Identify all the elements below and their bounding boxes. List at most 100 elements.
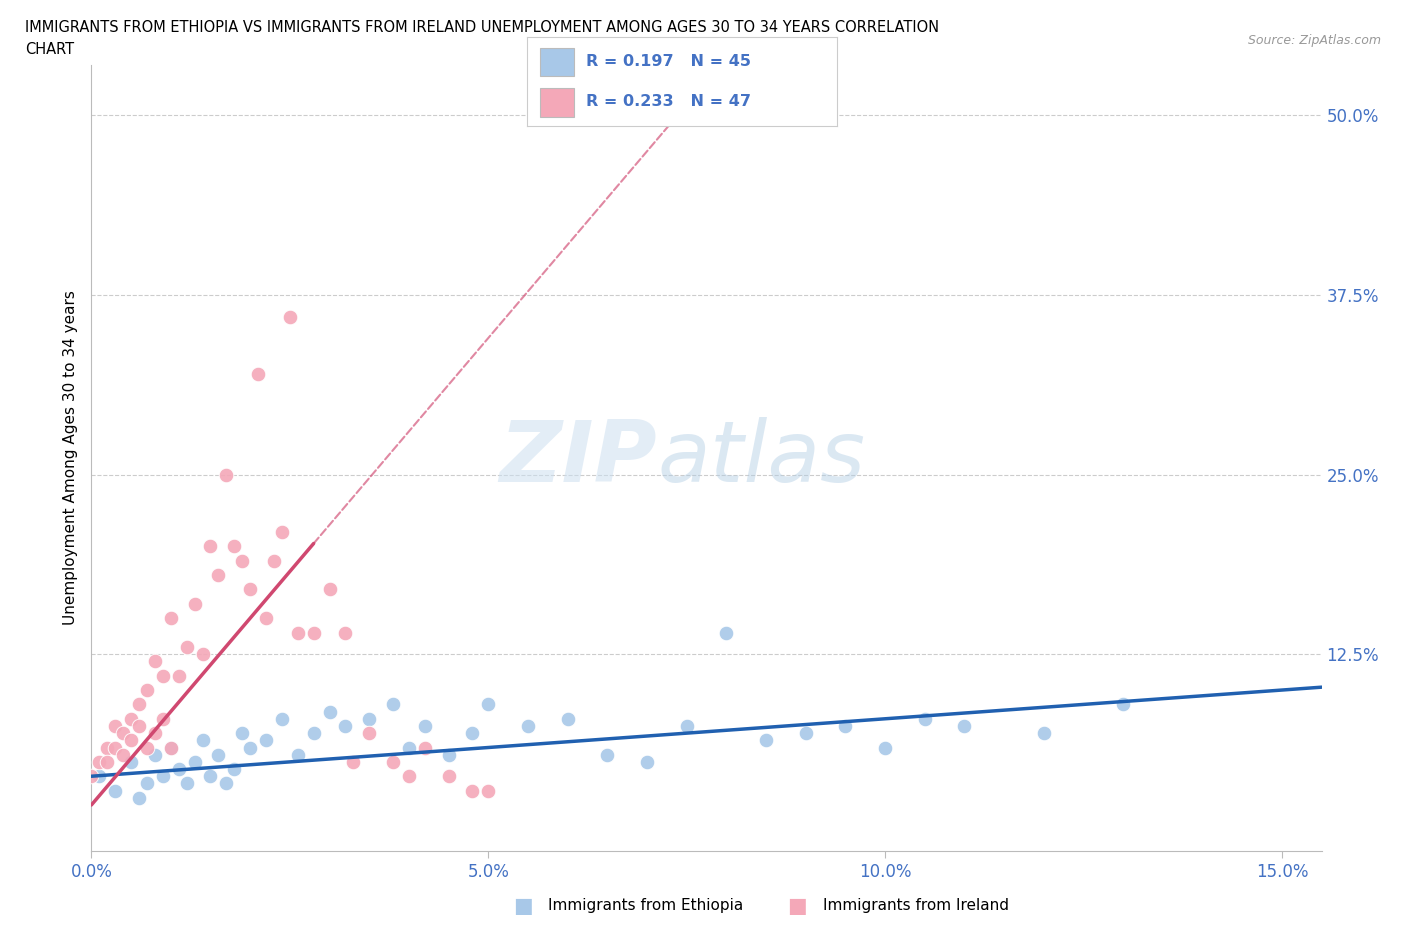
Point (834, 719, 856, 734)
Point (437, 769, 460, 784)
Text: Immigrants from Ireland: Immigrants from Ireland (823, 898, 1008, 913)
Text: Immigrants from Ethiopia: Immigrants from Ethiopia (548, 898, 744, 913)
Point (231, 725, 253, 740)
Point (176, 776, 198, 790)
Point (318, 704, 340, 719)
Point (104, 719, 127, 734)
Point (96, 740, 118, 755)
Point (477, 697, 499, 711)
Point (152, 669, 174, 684)
Point (231, 553, 253, 568)
Point (159, 611, 181, 626)
Point (914, 711, 936, 726)
Text: R = 0.233   N = 47: R = 0.233 N = 47 (586, 94, 751, 109)
Text: CHART: CHART (25, 42, 75, 57)
Point (96, 754, 118, 769)
Point (254, 733, 277, 748)
Point (136, 683, 159, 698)
Point (200, 769, 222, 784)
Point (247, 366, 270, 381)
Text: Source: ZipAtlas.com: Source: ZipAtlas.com (1247, 34, 1381, 47)
Text: ■: ■ (787, 896, 807, 916)
Point (128, 719, 150, 734)
Point (89, 769, 111, 784)
Y-axis label: Unemployment Among Ages 30 to 34 years: Unemployment Among Ages 30 to 34 years (62, 290, 77, 626)
Point (596, 747, 619, 762)
Point (128, 697, 150, 711)
Point (398, 769, 420, 784)
Point (112, 725, 135, 740)
Point (136, 740, 159, 755)
Point (278, 309, 301, 324)
Point (224, 539, 246, 554)
Point (191, 646, 214, 661)
Point (270, 711, 292, 726)
Point (207, 567, 229, 582)
Point (398, 740, 420, 755)
Point (342, 754, 364, 769)
Point (159, 740, 181, 755)
Point (1032, 725, 1054, 740)
Point (287, 625, 309, 640)
Point (359, 711, 381, 726)
Point (270, 525, 292, 539)
Text: IMMIGRANTS FROM ETHIOPIA VS IMMIGRANTS FROM IRELAND UNEMPLOYMENT AMONG AGES 30 T: IMMIGRANTS FROM ETHIOPIA VS IMMIGRANTS F… (25, 20, 939, 35)
Point (176, 640, 198, 655)
Point (112, 747, 135, 762)
Point (318, 582, 340, 597)
Point (200, 539, 222, 554)
Point (516, 719, 538, 734)
Point (215, 776, 238, 790)
Point (716, 625, 738, 640)
Point (183, 596, 205, 611)
FancyBboxPatch shape (540, 47, 574, 76)
Point (191, 733, 214, 748)
Point (382, 754, 405, 769)
Point (254, 611, 277, 626)
Point (239, 582, 262, 597)
FancyBboxPatch shape (540, 88, 574, 117)
Point (239, 740, 262, 755)
Point (104, 740, 127, 755)
Point (461, 783, 484, 798)
Point (359, 725, 381, 740)
Text: R = 0.197   N = 45: R = 0.197 N = 45 (586, 55, 751, 70)
Point (1112, 697, 1135, 711)
Point (215, 467, 238, 482)
Point (143, 725, 166, 740)
Point (755, 733, 778, 748)
Point (128, 790, 150, 805)
Point (80, 769, 103, 784)
Point (302, 725, 325, 740)
Point (167, 669, 190, 684)
Point (159, 740, 181, 755)
Point (794, 725, 817, 740)
Point (263, 553, 285, 568)
Point (413, 719, 436, 734)
Point (120, 754, 142, 769)
Point (953, 719, 976, 734)
Point (382, 697, 405, 711)
Point (104, 783, 127, 798)
Point (875, 740, 897, 755)
Text: atlas: atlas (657, 417, 865, 499)
Point (120, 711, 142, 726)
Point (461, 725, 484, 740)
Point (287, 747, 309, 762)
Point (152, 769, 174, 784)
Point (477, 783, 499, 798)
Point (636, 754, 658, 769)
Point (675, 719, 697, 734)
Point (224, 762, 246, 777)
Point (89, 754, 111, 769)
Point (207, 747, 229, 762)
Text: ■: ■ (513, 896, 533, 916)
Point (143, 747, 166, 762)
Text: ZIP: ZIP (499, 417, 657, 499)
Point (335, 625, 357, 640)
Point (183, 754, 205, 769)
Point (413, 740, 436, 755)
Point (437, 747, 460, 762)
Point (302, 625, 325, 640)
Point (136, 776, 159, 790)
